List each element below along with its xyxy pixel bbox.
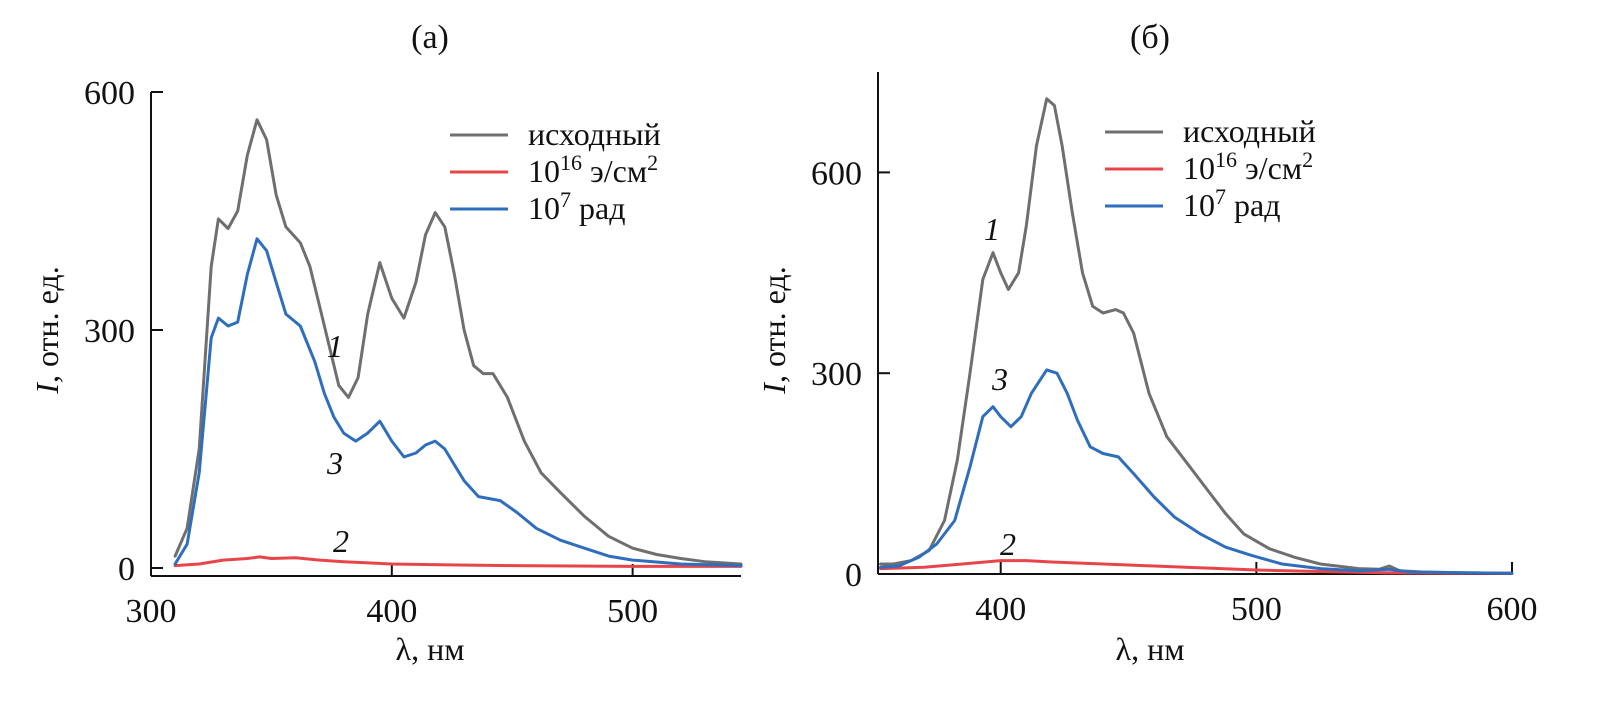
panel-a: (a) 0 300 600 300 400 500 λ, нм I, отн. ед. 1 2 3 ис… bbox=[29, 19, 743, 667]
x-tick-label: 500 bbox=[1231, 591, 1282, 628]
legend-label: 107 рад bbox=[528, 187, 625, 226]
x-tick-label: 500 bbox=[607, 593, 658, 630]
y-tick-label: 300 bbox=[811, 356, 862, 393]
y-axis-title-symbol: I bbox=[756, 382, 792, 395]
curve-label: 1 bbox=[327, 328, 343, 364]
legend-label-tail: рад bbox=[571, 190, 625, 226]
x-tick-label: 400 bbox=[366, 593, 417, 630]
series-line-1 bbox=[879, 97, 1514, 575]
legend-label-base: исходный bbox=[1183, 113, 1316, 149]
legend-label: исходный bbox=[1183, 113, 1316, 149]
y-axis-title: I, отн. ед. bbox=[29, 266, 65, 394]
legend-label-base: 10 bbox=[1183, 187, 1215, 223]
legend-label-tail: э/см bbox=[582, 153, 647, 189]
series-line-2 bbox=[173, 555, 743, 568]
legend-label-sup: 16 bbox=[1215, 147, 1237, 172]
legend-label-base: исходный bbox=[528, 116, 661, 152]
y-tick-label: 300 bbox=[84, 313, 135, 350]
y-axis-title-symbol: I bbox=[29, 382, 65, 395]
legend-label-base: 10 bbox=[1183, 150, 1215, 186]
y-tick-label: 0 bbox=[845, 557, 862, 594]
x-tick-label: 400 bbox=[975, 591, 1026, 628]
legend-label-base: 10 bbox=[528, 190, 560, 226]
y-tick-label: 600 bbox=[84, 75, 135, 112]
curve-label: 1 bbox=[984, 211, 1000, 247]
y-axis-title: I, отн. ед. bbox=[756, 266, 792, 394]
legend-label-tail: э/см bbox=[1237, 150, 1302, 186]
y-axis-title-unit: , отн. ед. bbox=[29, 266, 65, 383]
legend-label-sup2: 2 bbox=[1302, 147, 1313, 172]
series-line-2 bbox=[879, 559, 1514, 575]
legend-label: 1016 э/см2 bbox=[1183, 147, 1313, 186]
series-line-3 bbox=[173, 237, 743, 568]
legend-label-sup2: 2 bbox=[647, 150, 658, 175]
legend-label-sup: 7 bbox=[1215, 184, 1226, 209]
y-axis-title-unit: , отн. ед. bbox=[756, 266, 792, 383]
y-tick-label: 600 bbox=[811, 155, 862, 192]
y-tick-label: 0 bbox=[118, 551, 135, 588]
x-axis-title: λ, нм bbox=[1116, 631, 1185, 667]
legend-label: исходный bbox=[528, 116, 661, 152]
legend-label-sup: 7 bbox=[560, 187, 571, 212]
legend-label: 1016 э/см2 bbox=[528, 150, 658, 189]
panel-title: (б) bbox=[1130, 19, 1170, 56]
x-tick-label: 300 bbox=[126, 593, 177, 630]
curve-label: 3 bbox=[326, 445, 343, 481]
legend-label-base: 10 bbox=[528, 153, 560, 189]
panel-title: (a) bbox=[411, 19, 449, 56]
curve-label: 2 bbox=[1000, 526, 1016, 562]
legend-label-tail: рад bbox=[1226, 187, 1280, 223]
series-line-1 bbox=[173, 118, 743, 566]
series-line-3 bbox=[879, 368, 1514, 575]
x-tick-label: 600 bbox=[1487, 591, 1538, 628]
x-axis-title: λ, нм bbox=[396, 631, 465, 667]
panel-b: (б) 0 300 600 400 500 600 λ, нм I, отн. ед. 1 2 3 ис… bbox=[756, 19, 1538, 667]
curve-label: 2 bbox=[333, 523, 349, 559]
curve-label: 3 bbox=[991, 361, 1008, 397]
legend-label-sup: 16 bbox=[560, 150, 582, 175]
legend-label: 107 рад bbox=[1183, 184, 1280, 223]
